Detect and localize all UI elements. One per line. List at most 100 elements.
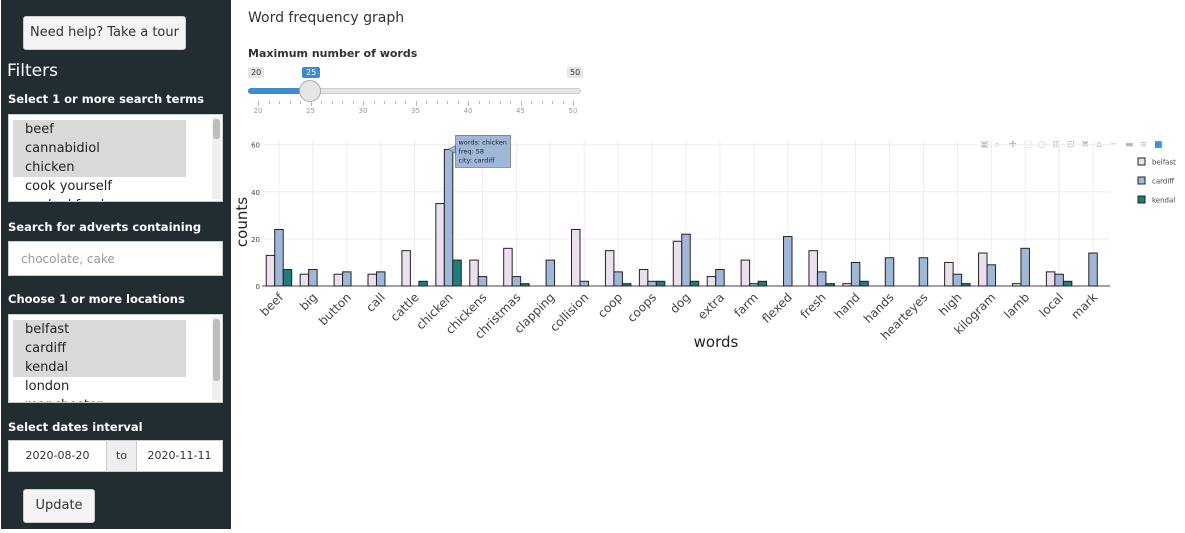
spike-lines-icon[interactable]: ─ [1110, 140, 1116, 150]
bar-belfast-kilogram [978, 252, 988, 287]
hover-compare-icon[interactable]: ≡ [1139, 140, 1148, 150]
bar-belfast-hand [842, 283, 852, 287]
bar-cardiff-flexed [783, 236, 793, 287]
legend-swatch-kendal [1137, 195, 1146, 204]
slider-tick [489, 101, 490, 104]
bar-cardiff-farm [749, 283, 759, 287]
bar-belfast-chickens [469, 259, 479, 287]
slider-tick [331, 101, 333, 104]
bar-belfast-beef [265, 254, 276, 287]
bar-belfast-call [367, 273, 377, 287]
bar-cardiff-button [342, 271, 352, 287]
plotly-logo-icon: ■ [1154, 140, 1163, 150]
slider-tick [478, 101, 480, 104]
bar-belfast-high [944, 261, 954, 287]
tooltip-line: words: chicken [459, 138, 507, 146]
end-date-input[interactable]: 2020-11-11 [147, 449, 212, 462]
bar-cardiff-call [375, 271, 386, 287]
search-term-option[interactable]: cooked food [13, 196, 186, 201]
x-tick-label: button [316, 290, 354, 328]
bar-cardiff-local [1054, 273, 1064, 287]
bar-belfast-button [333, 273, 344, 287]
bar-kendal-dog [689, 280, 700, 287]
x-tick-label: coops [624, 290, 659, 325]
location-option[interactable]: kendal [13, 358, 186, 377]
bar-kendal-coops [655, 280, 666, 287]
slider-tick [363, 101, 364, 106]
locations-scrollbar[interactable] [212, 317, 221, 400]
take-tour-button[interactable]: Need help? Take a tour [23, 16, 186, 50]
bar-kendal-high [961, 283, 971, 287]
slider-tick [279, 101, 280, 104]
bar-belfast-coops [638, 269, 649, 287]
bar-cardiff-clapping [545, 259, 556, 287]
slider-max-badge: 50 [567, 67, 584, 78]
x-tick-label: extra [695, 290, 727, 322]
location-option[interactable]: london [25, 379, 70, 394]
slider-tick [510, 101, 511, 104]
filters-title: Filters [7, 61, 58, 81]
x-tick-label: hand [831, 290, 862, 321]
search-term-option[interactable]: beef [13, 120, 186, 139]
slider-value-badge: 25 [302, 67, 321, 78]
x-tick-label: fresh [798, 290, 829, 321]
bar-belfast-extra [706, 276, 717, 287]
slider-tick [321, 101, 322, 104]
slider-label: Maximum number of words [248, 47, 418, 60]
bar-belfast-dog [672, 240, 683, 287]
search-terms-scrollbar[interactable] [212, 117, 221, 199]
sidebar: Need help? Take a tour Filters Select 1 … [1, 0, 231, 529]
bar-kendal-farm [757, 280, 768, 287]
legend-swatch-belfast [1137, 157, 1146, 166]
slider-tick [562, 101, 564, 104]
slider-tick [468, 101, 469, 106]
bar-cardiff-christmas [511, 276, 522, 287]
bar-belfast-farm [740, 259, 751, 287]
locations-label: Choose 1 or more locations [8, 292, 185, 306]
slider-tick [457, 101, 459, 104]
bar-belfast-local [1045, 271, 1056, 287]
slider-handle[interactable] [299, 80, 321, 102]
start-date-input[interactable]: 2020-08-20 [25, 449, 90, 462]
location-option[interactable]: cardiff [13, 339, 186, 358]
advert-search-input[interactable] [8, 241, 223, 276]
bar-kendal-beef [282, 269, 293, 287]
bar-cardiff-high [952, 273, 963, 287]
search-term-option[interactable]: chicken [13, 158, 186, 177]
bar-belfast-coop [604, 250, 615, 287]
hover-closest-icon[interactable]: ▬ [1125, 140, 1134, 150]
y-tick-label: 60 [251, 142, 260, 150]
bar-kendal-hand [859, 280, 869, 287]
slider-tick [289, 101, 291, 104]
search-term-option[interactable]: cannabidiol [13, 139, 186, 158]
slider-min-badge: 20 [248, 67, 265, 78]
tooltip-line: freq: 58 [459, 147, 484, 155]
bar-cardiff-dog [681, 233, 691, 287]
bar-cardiff-coop [613, 271, 623, 287]
x-tick-label: mark [1068, 290, 1100, 322]
bar-cardiff-collision [579, 280, 589, 287]
bar-cardiff-mark [1088, 252, 1098, 287]
update-button[interactable]: Update [23, 489, 95, 523]
bar-belfast-chicken [435, 203, 445, 287]
bar-cardiff-coops [647, 280, 657, 287]
legend-label-kendal: kendal [1152, 197, 1175, 205]
search-terms-label: Select 1 or more search terms [8, 92, 204, 106]
slider-tick [300, 101, 301, 104]
slider-tick [268, 101, 270, 104]
location-option[interactable]: belfast [13, 320, 186, 339]
location-option[interactable]: manchester [13, 396, 186, 402]
slider-fill [248, 88, 310, 94]
bar-belfast-christmas [503, 247, 513, 287]
bar-belfast-fresh [808, 250, 818, 287]
x-tick-label: high [936, 290, 964, 318]
y-tick-label: 0 [256, 283, 260, 291]
search-term-option[interactable]: cook yourself [25, 179, 112, 194]
date-separator: to [106, 441, 137, 471]
bar-cardiff-beef [274, 228, 284, 287]
bar-cardiff-chicken [443, 148, 454, 287]
slider-tick-label: 40 [463, 107, 473, 115]
